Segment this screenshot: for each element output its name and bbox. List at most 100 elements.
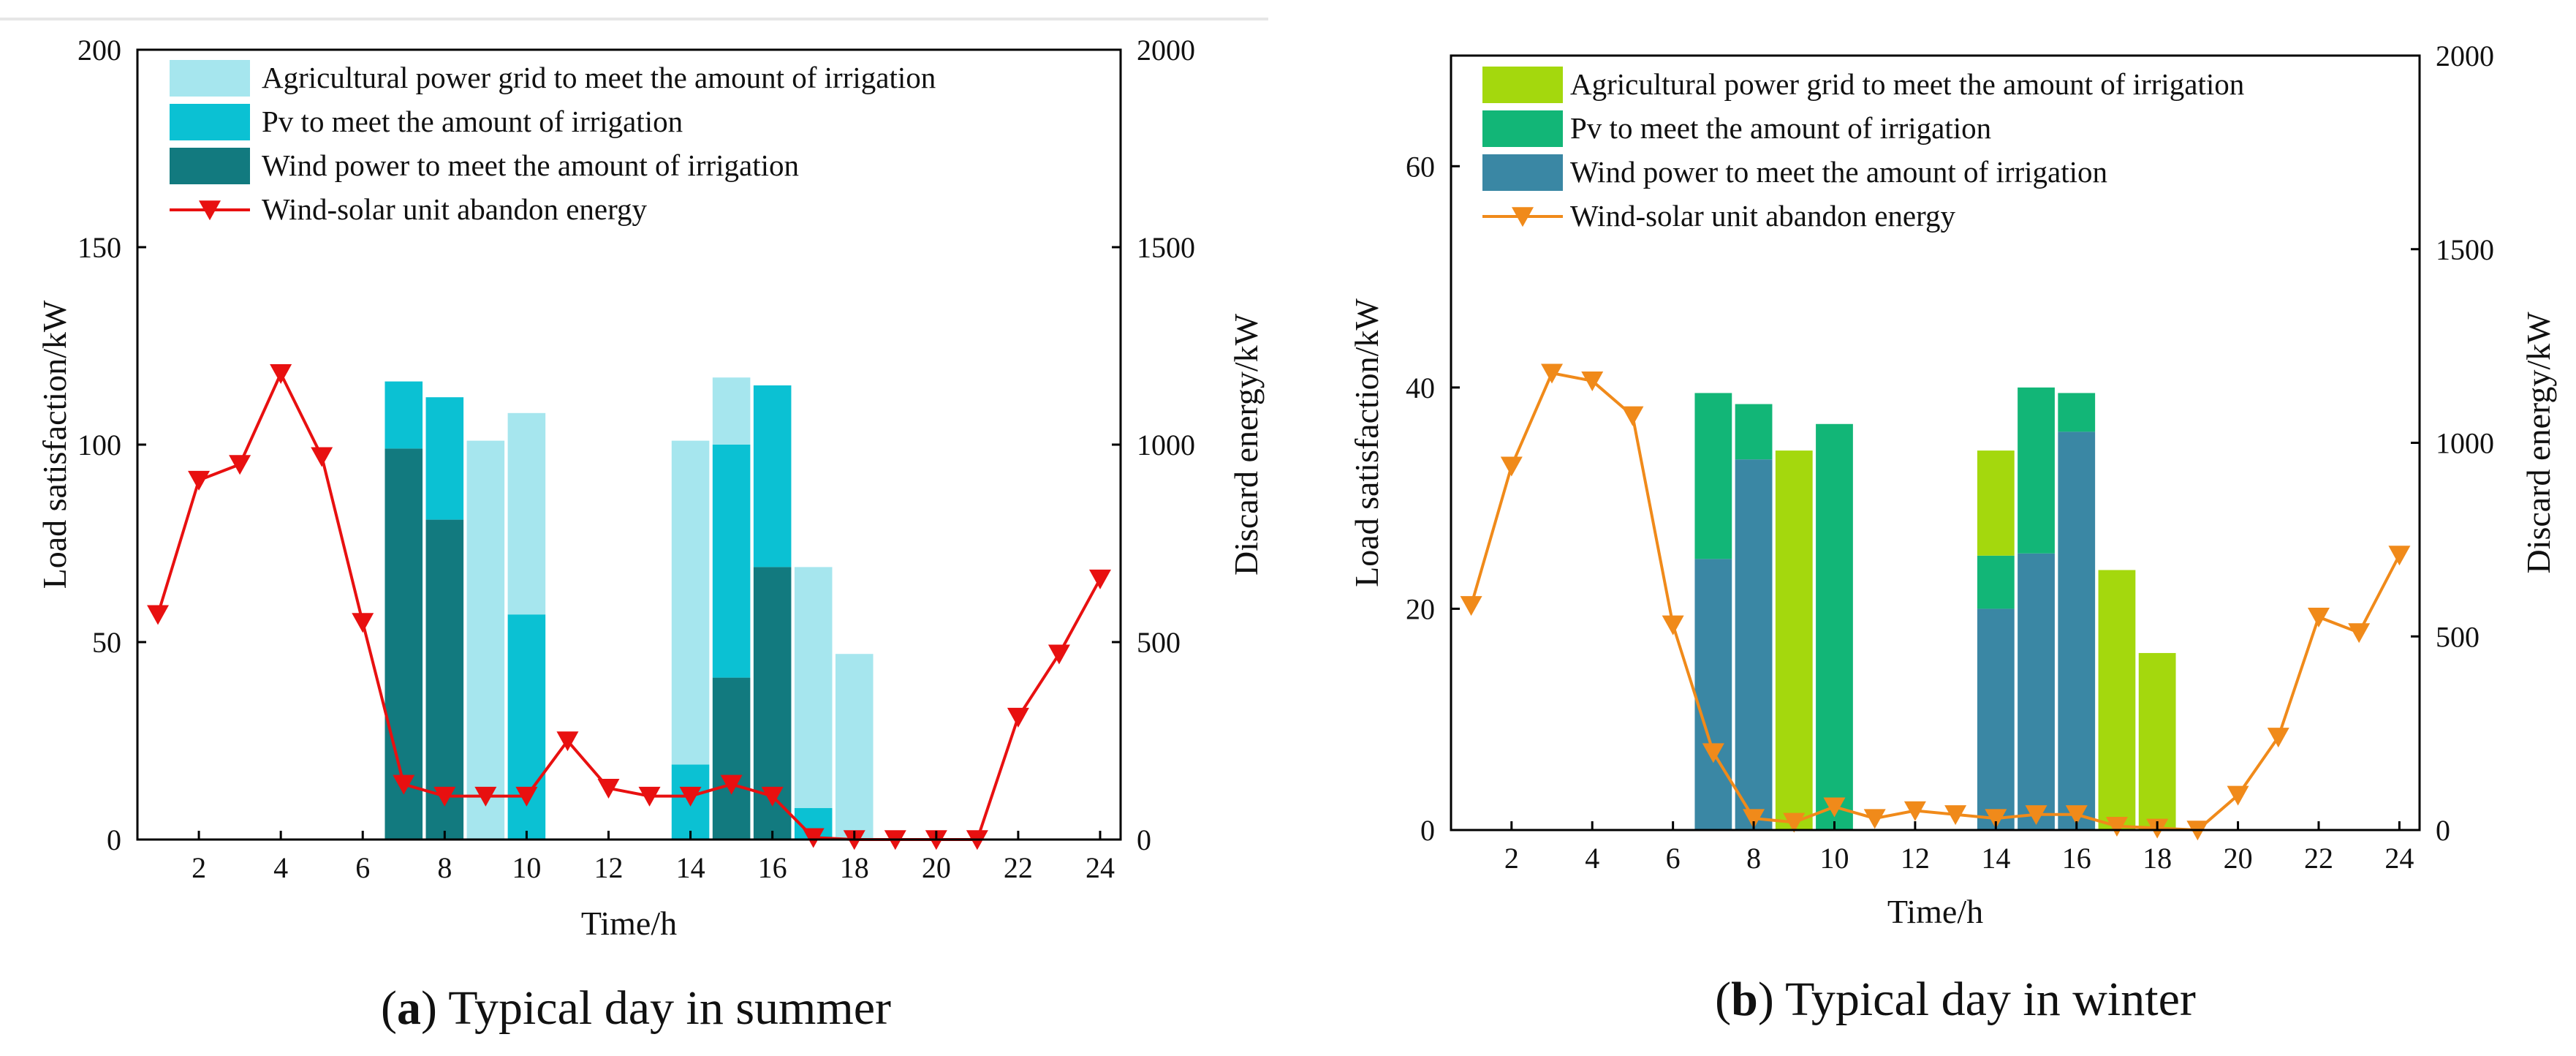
bar-stack-group: [384, 377, 874, 840]
discard-energy-marker: [720, 774, 743, 795]
discard-energy-marker: [1581, 372, 1604, 392]
bar-grid: [712, 377, 751, 445]
discard-energy-marker: [2227, 785, 2249, 806]
bar-pv: [2018, 387, 2055, 554]
bar-pv: [712, 445, 751, 678]
discard-energy-marker: [1783, 812, 1806, 833]
bar-wind: [384, 448, 423, 840]
y2-tick-label: 0: [2436, 814, 2450, 847]
legend-bar-swatch: [1482, 67, 1563, 103]
y-tick-label: 0: [1420, 814, 1435, 847]
discard-energy-marker: [1903, 801, 1926, 821]
legend-label: Wind power to meet the amount of irrigat…: [262, 148, 799, 182]
discard-energy-marker: [638, 786, 661, 807]
bar-grid: [671, 440, 710, 765]
x-tick-label: 24: [2384, 842, 2414, 875]
discard-energy-marker: [270, 364, 292, 385]
caption: (a) Typical day in summer: [381, 981, 891, 1035]
x-tick-label: 24: [1086, 851, 1115, 884]
x-tick-label: 2: [1504, 842, 1519, 875]
x-tick-label: 6: [355, 851, 370, 884]
x-tick-label: 8: [1746, 842, 1761, 875]
x-tick-label: 18: [840, 851, 869, 884]
discard-energy-marker: [1007, 707, 1029, 728]
x-tick-label: 14: [1981, 842, 2010, 875]
caption-open: (: [1715, 973, 1731, 1026]
bar-pv: [384, 381, 423, 449]
discard-energy-marker: [1985, 809, 2007, 829]
discard-energy-marker: [1460, 596, 1482, 616]
legend-label: Pv to meet the amount of irrigation: [262, 105, 683, 138]
y-axis-label: Load satisfaction/kW: [1348, 298, 1385, 587]
discard-energy-marker: [1088, 569, 1111, 589]
chart-panel-summer: 2 4 6 8 10 12 14 16 18 20 22 2405010015020005001000…: [36, 34, 1265, 1035]
legend-label: Wind power to meet the amount of irrigat…: [1570, 155, 2107, 189]
x-axis-label: Time/h: [1887, 893, 1983, 930]
x-tick-label: 12: [1901, 842, 1930, 875]
x-tick-label: 12: [594, 851, 623, 884]
legend: Agricultural power grid to meet the amou…: [170, 60, 936, 226]
caption: (b) Typical day in winter: [1715, 973, 2196, 1026]
discard-energy-marker: [311, 447, 333, 467]
discard-energy-marker: [1541, 363, 1564, 384]
discard-energy-marker: [1702, 743, 1724, 763]
bar-grid: [466, 440, 505, 840]
x-tick-label: 22: [1004, 851, 1033, 884]
discard-energy-marker: [1662, 615, 1684, 636]
legend-bar-swatch: [170, 104, 250, 140]
discard-energy-marker: [1944, 805, 1967, 826]
bar-grid: [507, 412, 546, 615]
x-tick-label: 20: [2224, 842, 2253, 875]
discard-energy-marker: [2388, 546, 2411, 566]
y-axis-label: Load satisfaction/kW: [36, 300, 73, 589]
discard-energy-marker: [2348, 623, 2371, 644]
legend-label: Wind-solar unit abandon energy: [262, 192, 648, 226]
discard-energy-marker: [1743, 809, 1765, 829]
bar-grid: [2138, 652, 2176, 830]
y2-axis-label: Discard energy/kW: [1227, 313, 1265, 576]
legend-marker-swatch: [199, 200, 221, 221]
caption-letter: b: [1731, 973, 1758, 1026]
caption-text: ) Typical day in summer: [421, 981, 891, 1035]
x-tick-label: 16: [2062, 842, 2091, 875]
y2-tick-label: 0: [1137, 823, 1151, 856]
discard-energy-marker: [1823, 797, 1846, 818]
discard-energy-marker: [1500, 456, 1523, 477]
y2-tick-label: 2000: [2436, 39, 2494, 72]
x-tick-label: 4: [273, 851, 288, 884]
y-tick-label: 60: [1406, 150, 1435, 183]
y-tick-label: 40: [1406, 372, 1435, 404]
bar-wind: [425, 519, 464, 840]
discard-energy-marker: [2065, 805, 2088, 826]
discard-energy-marker: [2267, 728, 2289, 748]
x-tick-label: 10: [512, 851, 541, 884]
bar-grid: [794, 567, 833, 808]
y2-axis-label: Discard energy/kW: [2520, 312, 2557, 574]
legend-label: Pv to meet the amount of irrigation: [1570, 111, 1991, 145]
legend-label: Agricultural power grid to meet the amou…: [1570, 67, 2244, 101]
bar-grid: [1977, 450, 2015, 556]
discard-energy-marker: [2307, 608, 2330, 628]
legend-label: Agricultural power grid to meet the amou…: [262, 61, 936, 94]
bar-wind: [1735, 459, 1773, 830]
discard-energy-marker: [1863, 809, 1886, 829]
x-tick-label: 18: [2143, 842, 2172, 875]
y-tick-label: 20: [1406, 592, 1435, 625]
legend-marker-swatch: [1512, 207, 1534, 227]
caption-letter: a: [397, 981, 421, 1035]
bar-wind: [712, 677, 751, 840]
caption-open: (: [381, 981, 397, 1035]
bar-pv: [1977, 555, 2015, 609]
y2-tick-label: 1000: [2436, 427, 2494, 460]
bar-wind: [1694, 559, 1732, 830]
x-tick-label: 4: [1585, 842, 1599, 875]
y-tick-label: 50: [92, 626, 121, 659]
bar-pv: [425, 397, 464, 520]
bar-grid: [1775, 450, 1813, 830]
y2-tick-label: 2000: [1137, 34, 1195, 67]
y2-tick-label: 1500: [2436, 233, 2494, 266]
discard-energy-marker: [1048, 644, 1070, 665]
legend-bar-swatch: [1482, 154, 1563, 191]
bar-pv: [1735, 404, 1773, 460]
